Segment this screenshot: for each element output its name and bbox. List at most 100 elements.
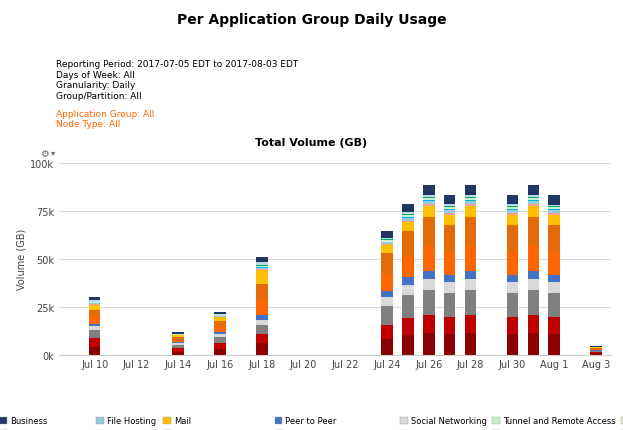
Bar	[528, 200, 539, 201]
Bar	[528, 316, 539, 334]
Bar	[423, 186, 435, 193]
Bar	[528, 202, 539, 205]
Bar	[444, 283, 455, 294]
Bar	[465, 202, 477, 205]
Bar	[381, 306, 393, 325]
Bar	[423, 316, 435, 334]
Bar	[402, 210, 414, 212]
Bar	[548, 207, 560, 208]
Bar	[256, 261, 267, 263]
Bar	[506, 209, 518, 210]
Bar	[548, 210, 560, 211]
Bar	[173, 345, 184, 348]
Bar	[173, 334, 184, 335]
Bar	[465, 199, 477, 200]
Bar	[444, 275, 455, 283]
Bar	[402, 223, 414, 232]
Bar	[444, 317, 455, 335]
Bar	[548, 335, 560, 355]
Bar	[89, 300, 100, 301]
Bar	[465, 201, 477, 202]
Bar	[465, 279, 477, 291]
Bar	[381, 253, 393, 274]
Bar	[548, 209, 560, 210]
Bar	[506, 215, 518, 225]
Bar	[423, 205, 435, 207]
Bar	[256, 270, 267, 285]
Bar	[506, 211, 518, 214]
Bar	[528, 196, 539, 197]
Bar	[214, 344, 226, 349]
Bar	[465, 205, 477, 207]
Bar	[173, 343, 184, 344]
Bar	[528, 201, 539, 202]
Bar	[506, 214, 518, 215]
Bar	[423, 202, 435, 205]
Bar	[256, 267, 267, 268]
Bar	[256, 263, 267, 265]
Y-axis label: Volume (GB): Volume (GB)	[16, 228, 26, 290]
Bar	[402, 232, 414, 257]
Bar	[402, 212, 414, 215]
Bar	[506, 203, 518, 205]
Bar	[528, 218, 539, 246]
Bar	[381, 241, 393, 242]
Bar	[402, 217, 414, 218]
Bar	[381, 231, 393, 236]
Bar	[528, 199, 539, 200]
Bar	[465, 218, 477, 246]
Bar	[423, 193, 435, 196]
Bar	[89, 298, 100, 300]
Bar	[528, 205, 539, 207]
Bar	[423, 197, 435, 199]
Bar	[423, 200, 435, 201]
Bar	[381, 325, 393, 339]
Bar	[89, 318, 100, 324]
Bar	[89, 301, 100, 302]
Bar	[465, 246, 477, 271]
Bar	[89, 305, 100, 310]
Bar	[381, 291, 393, 298]
Bar	[506, 208, 518, 209]
Bar	[381, 243, 393, 245]
Bar	[381, 339, 393, 355]
Bar	[402, 295, 414, 318]
Bar	[465, 185, 477, 193]
Bar	[548, 283, 560, 294]
Bar	[506, 207, 518, 208]
Bar	[444, 196, 455, 203]
Bar	[590, 353, 602, 355]
Bar	[402, 216, 414, 217]
Bar	[444, 210, 455, 211]
Bar	[214, 337, 226, 344]
Bar	[381, 246, 393, 253]
Bar	[506, 275, 518, 283]
Bar	[402, 204, 414, 210]
Bar	[381, 298, 393, 306]
Bar	[548, 208, 560, 209]
Bar	[214, 313, 226, 314]
Bar	[173, 344, 184, 345]
Bar	[256, 320, 267, 325]
Bar	[214, 349, 226, 355]
Bar	[214, 335, 226, 337]
Bar	[423, 246, 435, 271]
Bar	[528, 193, 539, 196]
Bar	[465, 207, 477, 218]
Bar	[381, 237, 393, 238]
Bar	[89, 347, 100, 355]
Bar	[548, 294, 560, 317]
Bar	[465, 271, 477, 279]
Bar	[444, 205, 455, 207]
Bar	[528, 334, 539, 355]
Bar	[465, 334, 477, 355]
Bar	[173, 348, 184, 352]
Bar	[548, 205, 560, 207]
Bar	[528, 271, 539, 279]
Bar	[423, 218, 435, 246]
Bar	[89, 310, 100, 318]
Bar	[548, 214, 560, 215]
Bar	[444, 225, 455, 252]
Bar	[548, 215, 560, 225]
Bar	[548, 211, 560, 214]
